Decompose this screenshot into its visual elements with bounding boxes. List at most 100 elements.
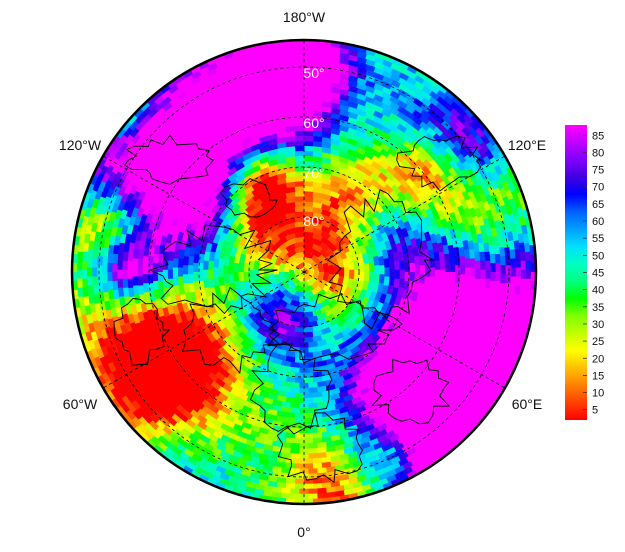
field-cell [373, 463, 385, 473]
field-cell [274, 255, 283, 266]
field-cell [185, 337, 196, 349]
field-cell [158, 369, 169, 381]
field-cell [316, 442, 327, 449]
field-cell [159, 315, 168, 326]
field-cell [472, 375, 482, 387]
field-cell [397, 88, 409, 99]
field-cell [469, 338, 478, 350]
field-cell [294, 226, 305, 233]
field-cell [168, 357, 179, 369]
field-cell [91, 275, 98, 286]
field-cell [205, 339, 216, 351]
field-cell [147, 204, 157, 216]
field-cell [399, 171, 410, 182]
field-cell [177, 108, 189, 119]
field-cell [280, 452, 291, 459]
field-cell [444, 352, 455, 364]
field-cell [246, 215, 257, 227]
field-cell [356, 98, 368, 107]
field-cell [131, 392, 142, 404]
field-cell [312, 232, 324, 241]
field-cell [382, 319, 392, 331]
field-cell [495, 326, 504, 338]
field-cell [289, 453, 300, 459]
field-cell [294, 74, 305, 81]
field-cell [325, 255, 334, 266]
field-cell [223, 463, 235, 472]
field-cell [107, 253, 114, 264]
field-cell [244, 330, 256, 341]
field-cell [434, 260, 441, 271]
field-cell [439, 435, 451, 446]
field-cell [94, 188, 103, 200]
field-cell [214, 183, 225, 194]
field-cell [430, 267, 436, 278]
field-cell [444, 362, 455, 374]
field-cell [111, 201, 120, 213]
field-cell [253, 259, 260, 270]
field-cell [304, 44, 314, 51]
field-cell [110, 134, 121, 146]
field-cell [206, 332, 217, 343]
field-cell [398, 278, 405, 289]
field-cell [408, 352, 419, 364]
field-cell [307, 493, 318, 500]
field-cell [112, 253, 119, 264]
field-cell [195, 358, 206, 370]
field-cell [316, 406, 327, 413]
field-cell [446, 235, 454, 247]
field-cell [251, 198, 263, 208]
field-cell [438, 352, 449, 364]
field-cell [167, 323, 177, 335]
field-cell [304, 95, 314, 101]
field-cell [208, 189, 219, 201]
field-cell [142, 255, 149, 266]
field-cell [470, 114, 482, 126]
meridian-line [102, 271, 305, 389]
field-cell [269, 298, 281, 309]
field-cell [224, 231, 233, 243]
field-cell [343, 228, 354, 240]
field-cell [427, 172, 438, 184]
field-cell [207, 269, 214, 279]
field-cell [285, 376, 296, 383]
field-cell [285, 80, 296, 87]
field-cell [92, 248, 99, 259]
field-cell [307, 427, 318, 434]
field-cell [483, 343, 493, 355]
field-cell [232, 216, 243, 227]
field-cell [102, 363, 112, 376]
field-cell [107, 170, 117, 182]
field-cell [358, 262, 365, 273]
field-cell [207, 89, 219, 100]
field-cell [316, 452, 327, 459]
field-cell [359, 386, 371, 396]
field-cell [132, 284, 139, 295]
field-cell [241, 383, 253, 393]
field-cell [390, 57, 403, 67]
field-cell [294, 195, 305, 202]
field-cell [347, 127, 359, 136]
field-cell [492, 142, 503, 155]
field-cell [159, 217, 168, 229]
field-cell [254, 311, 265, 322]
field-cell [308, 346, 318, 353]
field-cell [298, 488, 309, 495]
field-cell [285, 75, 296, 82]
field-cell [125, 409, 136, 421]
field-cell [429, 90, 441, 101]
field-cell [368, 432, 380, 442]
field-cell [294, 231, 305, 238]
field-cell [276, 224, 288, 234]
field-cell [294, 337, 304, 343]
field-cell [460, 265, 466, 275]
field-cell [260, 323, 272, 334]
field-cell [105, 389, 116, 402]
field-cell [99, 228, 107, 239]
field-cell [330, 102, 341, 110]
field-cell [106, 271, 113, 282]
field-cell [268, 316, 279, 327]
field-cell [512, 231, 520, 242]
field-cell [241, 87, 253, 96]
field-cell [128, 215, 137, 226]
